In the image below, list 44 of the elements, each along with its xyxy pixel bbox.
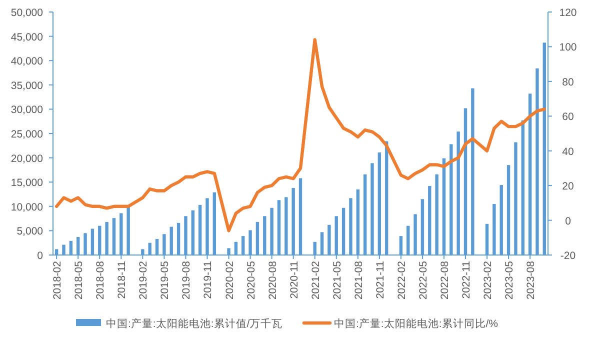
y-tick-label: 0 (37, 250, 44, 262)
y2-tick-label: 120 (559, 7, 577, 19)
x-tick-label: 2020-08 (266, 260, 279, 300)
x-tick-label: 2018-02 (52, 260, 64, 300)
y-tick-label: 50,000 (10, 7, 44, 19)
y-tick-label: 35,000 (10, 80, 44, 92)
x-tick-label: 2020-11 (288, 260, 300, 299)
x-tick-label: 2021-08 (352, 260, 365, 300)
y2-tick-label: 80 (562, 76, 574, 88)
x-tick-label: 2019-05 (159, 260, 172, 300)
y-tick-label: 20,000 (10, 152, 44, 165)
x-tick-label: 2018-11 (116, 260, 128, 299)
x-tick-label: 2018-05 (73, 260, 86, 300)
legend-label: 中国:产量:太阳能电池:累计同比/% (334, 317, 498, 330)
x-tick-label: 2021-11 (374, 260, 386, 299)
x-tick-label: 2019-02 (138, 260, 150, 300)
x-tick-label: 2021-02 (310, 260, 322, 300)
x-tick-label: 2020-02 (224, 260, 236, 300)
x-tick-label: 2018-08 (94, 260, 107, 300)
x-tick-label: 2022-11 (460, 260, 472, 299)
y-tick-label: 5,000 (16, 226, 44, 238)
y-tick-label: 10,000 (10, 201, 44, 214)
y2-tick-label: 100 (559, 42, 577, 54)
x-tick-label: 2023-08 (525, 260, 538, 300)
x-tick-label: 2022-05 (417, 260, 430, 300)
y-tick-label: 40,000 (10, 56, 44, 68)
x-tick-label: 2019-08 (180, 260, 193, 300)
y2-tick-label: 0 (565, 215, 572, 228)
y2-tick-label: -20 (560, 250, 576, 262)
x-tick-label: 2019-11 (202, 260, 214, 299)
x-tick-label: 2023-05 (504, 260, 516, 300)
y-tick-label: 30,000 (10, 104, 44, 116)
y-tick-label: 25,000 (10, 128, 44, 140)
x-tick-label: 2022-08 (438, 260, 451, 300)
y2-tick-label: 60 (562, 111, 574, 124)
x-tick-label: 2020-05 (245, 260, 258, 300)
y-tick-label: 15,000 (10, 177, 44, 190)
y-tick-label: 45,000 (10, 31, 44, 44)
legend-label: 中国:产量:太阳能电池:累计值/万千瓦 (106, 317, 283, 330)
x-tick-label: 2022-02 (396, 260, 408, 300)
x-tick-label: 2023-02 (482, 260, 494, 300)
x-tick-label: 2021-05 (331, 260, 344, 300)
y2-tick-label: 20 (562, 180, 574, 193)
y2-tick-label: 40 (562, 146, 574, 158)
